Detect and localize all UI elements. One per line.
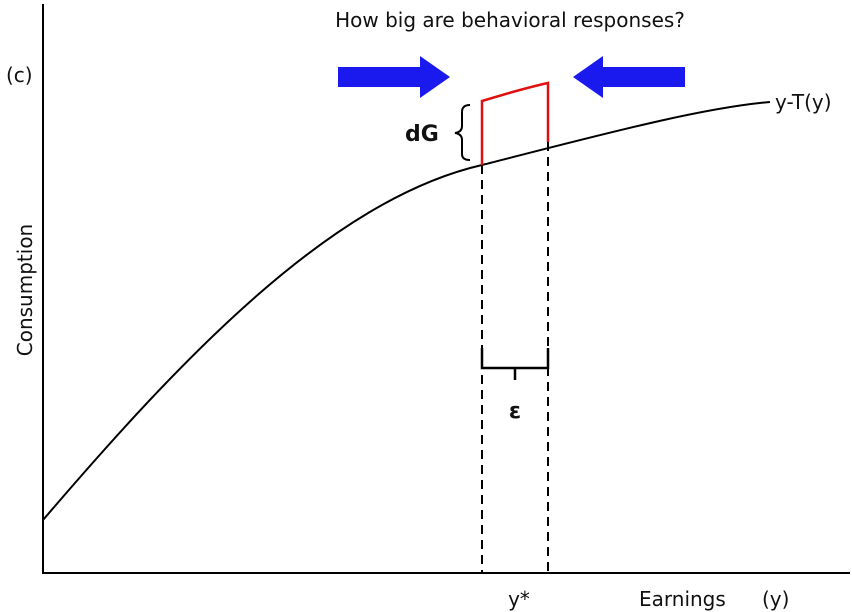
y-axis-symbol: (c) [6,63,33,87]
epsilon-label: ε [509,399,521,424]
dg-brace [454,104,471,161]
x-axis-symbol: (y) [762,587,789,611]
perturbation [480,81,550,165]
arrow-left [573,56,685,98]
arrow-right [338,56,450,98]
budget-curve [42,101,771,521]
title: How big are behavioral responses? [335,8,685,32]
curve-label: y-T(y) [775,90,832,114]
dg-label: dG [405,122,439,147]
y-star-label: y* [508,587,530,611]
y-axis-label: Consumption [13,224,37,356]
x-axis-label: Earnings [639,587,726,611]
epsilon-brace [480,348,550,380]
